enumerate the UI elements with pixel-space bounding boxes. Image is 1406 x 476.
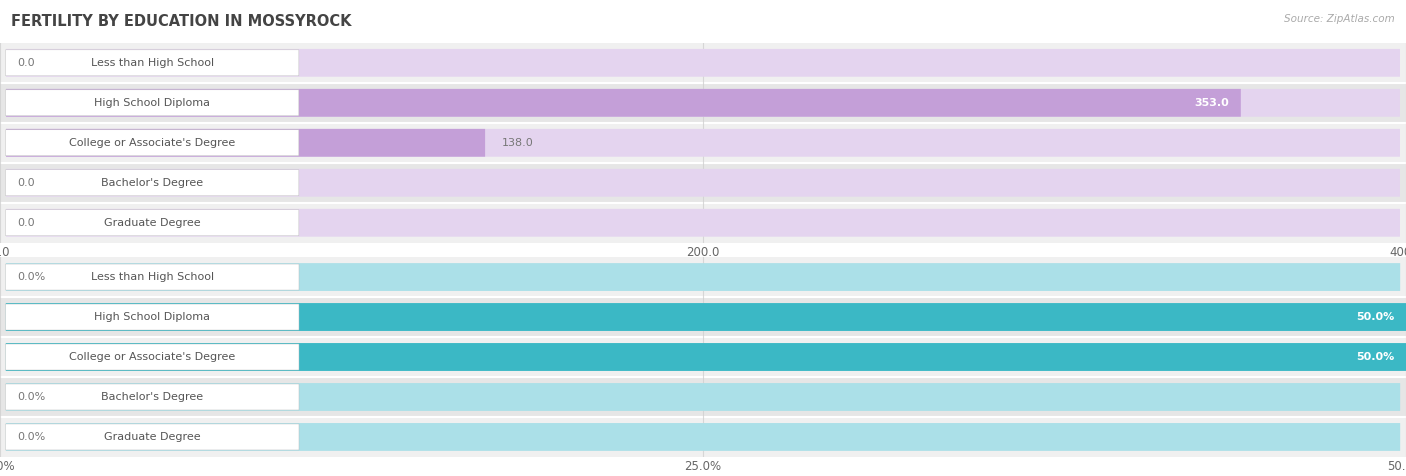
Text: Less than High School: Less than High School: [90, 272, 214, 282]
Text: High School Diploma: High School Diploma: [94, 312, 211, 322]
Text: Graduate Degree: Graduate Degree: [104, 218, 201, 228]
FancyBboxPatch shape: [6, 170, 299, 196]
FancyBboxPatch shape: [6, 49, 1400, 77]
Text: 0.0: 0.0: [17, 58, 35, 68]
FancyBboxPatch shape: [6, 264, 299, 290]
FancyBboxPatch shape: [6, 130, 299, 156]
Text: 138.0: 138.0: [502, 138, 534, 148]
FancyBboxPatch shape: [6, 303, 1400, 331]
FancyBboxPatch shape: [6, 424, 299, 450]
FancyBboxPatch shape: [6, 343, 1400, 371]
Text: 0.0%: 0.0%: [17, 432, 45, 442]
Text: 50.0%: 50.0%: [1357, 312, 1395, 322]
FancyBboxPatch shape: [6, 169, 1400, 197]
Text: Bachelor's Degree: Bachelor's Degree: [101, 392, 204, 402]
FancyBboxPatch shape: [6, 303, 1406, 331]
FancyBboxPatch shape: [6, 89, 1400, 117]
Bar: [0, 297, 1406, 337]
FancyBboxPatch shape: [6, 304, 299, 330]
Bar: [0, 377, 1406, 417]
Text: 50.0%: 50.0%: [1357, 352, 1395, 362]
FancyBboxPatch shape: [6, 343, 1406, 371]
FancyBboxPatch shape: [6, 209, 1400, 237]
Bar: [0, 83, 1406, 123]
Bar: [0, 417, 1406, 457]
Text: 0.0: 0.0: [17, 178, 35, 188]
FancyBboxPatch shape: [6, 90, 299, 116]
FancyBboxPatch shape: [6, 344, 299, 370]
FancyBboxPatch shape: [6, 263, 1400, 291]
Bar: [0, 43, 1406, 83]
Text: High School Diploma: High School Diploma: [94, 98, 211, 108]
FancyBboxPatch shape: [6, 384, 299, 410]
Text: Source: ZipAtlas.com: Source: ZipAtlas.com: [1284, 14, 1395, 24]
Bar: [0, 163, 1406, 203]
Bar: [0, 203, 1406, 243]
Text: 0.0%: 0.0%: [17, 272, 45, 282]
FancyBboxPatch shape: [6, 210, 299, 236]
Bar: [0, 337, 1406, 377]
Text: Less than High School: Less than High School: [90, 58, 214, 68]
FancyBboxPatch shape: [6, 383, 1400, 411]
FancyBboxPatch shape: [6, 129, 485, 157]
FancyBboxPatch shape: [6, 129, 1400, 157]
FancyBboxPatch shape: [6, 89, 1241, 117]
Text: FERTILITY BY EDUCATION IN MOSSYROCK: FERTILITY BY EDUCATION IN MOSSYROCK: [11, 14, 352, 30]
Bar: [0, 257, 1406, 297]
Text: 0.0: 0.0: [17, 218, 35, 228]
Bar: [0, 123, 1406, 163]
Text: Graduate Degree: Graduate Degree: [104, 432, 201, 442]
FancyBboxPatch shape: [6, 423, 1400, 451]
Text: College or Associate's Degree: College or Associate's Degree: [69, 352, 235, 362]
Text: Bachelor's Degree: Bachelor's Degree: [101, 178, 204, 188]
FancyBboxPatch shape: [6, 50, 299, 76]
Text: College or Associate's Degree: College or Associate's Degree: [69, 138, 235, 148]
Text: 353.0: 353.0: [1195, 98, 1229, 108]
Text: 0.0%: 0.0%: [17, 392, 45, 402]
